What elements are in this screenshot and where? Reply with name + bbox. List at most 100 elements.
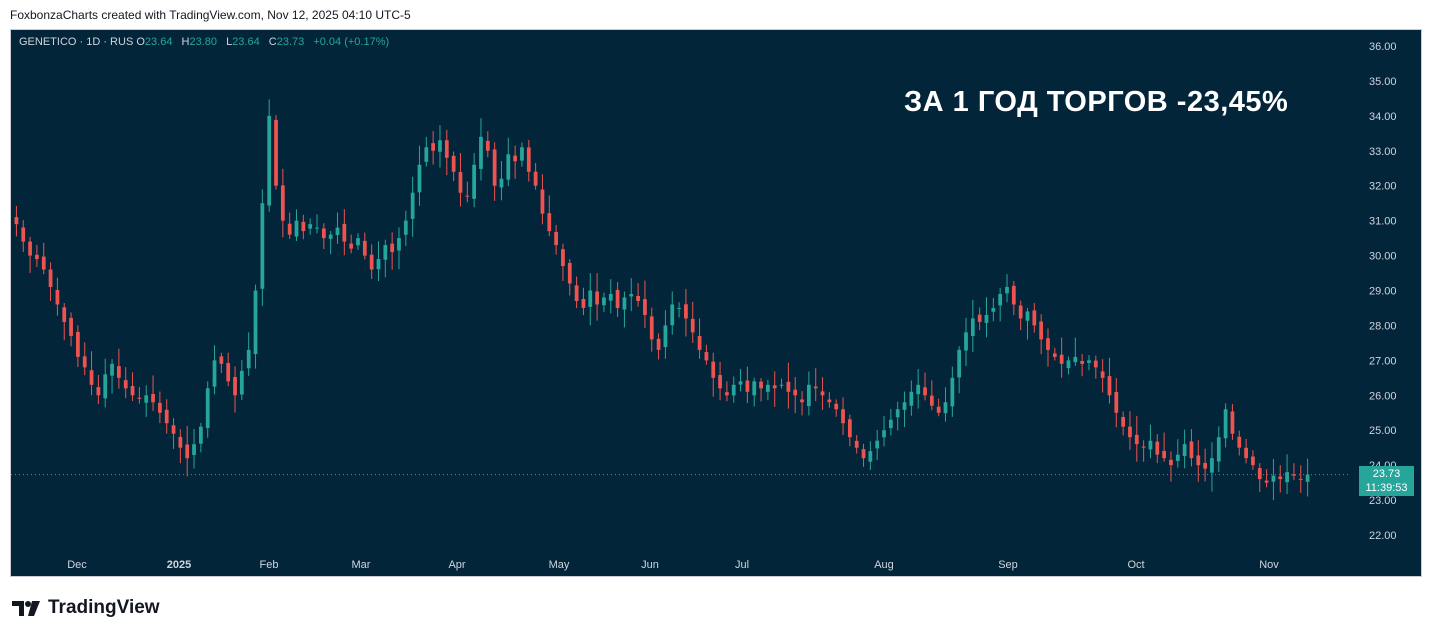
candle-body: [151, 394, 155, 403]
candle-body: [684, 304, 688, 319]
candle-body: [581, 298, 586, 308]
candle-body: [130, 386, 135, 396]
y-tick-label: 33.00: [1369, 146, 1397, 158]
candle-body: [547, 213, 552, 232]
overlay-annotation: ЗА 1 ГОД ТОРГОВ -23,45%: [904, 86, 1289, 118]
candle-body: [280, 185, 285, 221]
candle-body: [267, 115, 272, 206]
y-tick-label: 31.00: [1369, 216, 1397, 228]
candle-body: [28, 241, 32, 256]
candle-body: [417, 164, 422, 193]
chart-area[interactable]: 22.0023.0024.0025.0026.0027.0028.0029.00…: [10, 29, 1422, 577]
candle-body: [253, 290, 258, 355]
candle-body: [465, 195, 470, 197]
candle-body: [738, 381, 743, 385]
candle-body: [383, 245, 388, 260]
x-tick-label: Jul: [735, 559, 749, 571]
candle-body: [540, 189, 545, 214]
candle-body: [800, 399, 804, 403]
candle-body: [888, 419, 893, 429]
candle-body: [964, 332, 968, 351]
candle-body: [1257, 468, 1262, 480]
candle-body: [397, 238, 401, 251]
candle-body: [164, 409, 169, 424]
candle-body: [595, 291, 599, 305]
candle-body: [82, 356, 87, 368]
last-price-badge: 23.73 11:39:53: [1359, 466, 1414, 496]
candle-body: [574, 285, 579, 301]
legend-close-value: 23.73: [276, 36, 305, 48]
candle-body: [902, 402, 907, 410]
candle-body: [588, 290, 593, 307]
footer-branding[interactable]: TradingView: [12, 597, 160, 619]
candle-body: [895, 409, 900, 418]
candlestick-chart[interactable]: 22.0023.0024.0025.0026.0027.0028.0029.00…: [11, 30, 1423, 578]
candle-body: [977, 314, 982, 322]
candle-body: [315, 227, 319, 229]
candle-body: [362, 240, 367, 256]
candle-body: [390, 243, 395, 253]
candle-body: [1210, 458, 1214, 473]
candle-body: [171, 425, 176, 434]
candle-body: [533, 171, 538, 186]
candle-body: [970, 318, 975, 337]
candle-body: [725, 392, 729, 396]
candle-body: [137, 397, 142, 399]
x-tick-label: Apr: [448, 559, 465, 571]
x-tick-label: Dec: [67, 559, 87, 571]
candle-body: [984, 314, 989, 323]
candle-body: [943, 402, 948, 414]
candle-body: [766, 384, 770, 392]
candle-body: [158, 402, 162, 413]
candle-body: [1059, 354, 1064, 364]
candle-body: [349, 243, 354, 249]
candle-body: [690, 318, 695, 333]
candle-body: [21, 227, 26, 242]
candle-body: [356, 238, 360, 246]
candle-body: [185, 444, 190, 459]
y-tick-label: 25.00: [1369, 425, 1397, 437]
candle-body: [472, 164, 477, 199]
candle-body: [1011, 285, 1016, 305]
y-tick-label: 29.00: [1369, 286, 1397, 298]
legend-close-label: C: [268, 36, 277, 48]
candle-body: [431, 143, 436, 151]
x-tick-label: Nov: [1259, 559, 1279, 571]
candle-body: [492, 149, 497, 186]
candle-body: [328, 234, 333, 239]
candle-body: [444, 140, 449, 158]
candle-body: [369, 254, 374, 270]
candle-body: [929, 395, 934, 406]
candle-body: [561, 249, 565, 267]
tradingview-logo-icon: [12, 601, 40, 616]
candle-body: [205, 388, 210, 428]
candle-body: [1216, 437, 1221, 462]
y-tick-label: 28.00: [1369, 320, 1397, 332]
candle-body: [608, 293, 613, 301]
candle-body: [458, 172, 463, 193]
candle-body: [178, 436, 183, 448]
candle-body: [1230, 411, 1235, 434]
x-tick-label: Aug: [874, 559, 894, 571]
candle-body: [704, 352, 709, 361]
candle-body: [1155, 441, 1160, 455]
candle-body: [909, 391, 914, 406]
candle-body: [1052, 353, 1057, 357]
candle-body: [62, 307, 67, 322]
candle-body: [1107, 376, 1112, 396]
chart-attribution: FoxbonzaCharts created with TradingView.…: [10, 8, 411, 22]
candle-body: [499, 178, 504, 188]
candle-body: [89, 370, 94, 385]
candle-body: [1237, 436, 1242, 448]
candle-body: [998, 293, 1003, 306]
y-tick-label: 35.00: [1369, 76, 1397, 88]
candle-body: [711, 361, 716, 378]
candle-body: [1046, 338, 1050, 350]
candle-body: [144, 395, 149, 403]
candle-body: [861, 449, 866, 459]
candle-body: [567, 262, 572, 284]
candle-body: [1087, 360, 1091, 363]
candle-body: [294, 220, 299, 237]
candle-body: [670, 304, 675, 326]
candle-body: [198, 426, 203, 444]
